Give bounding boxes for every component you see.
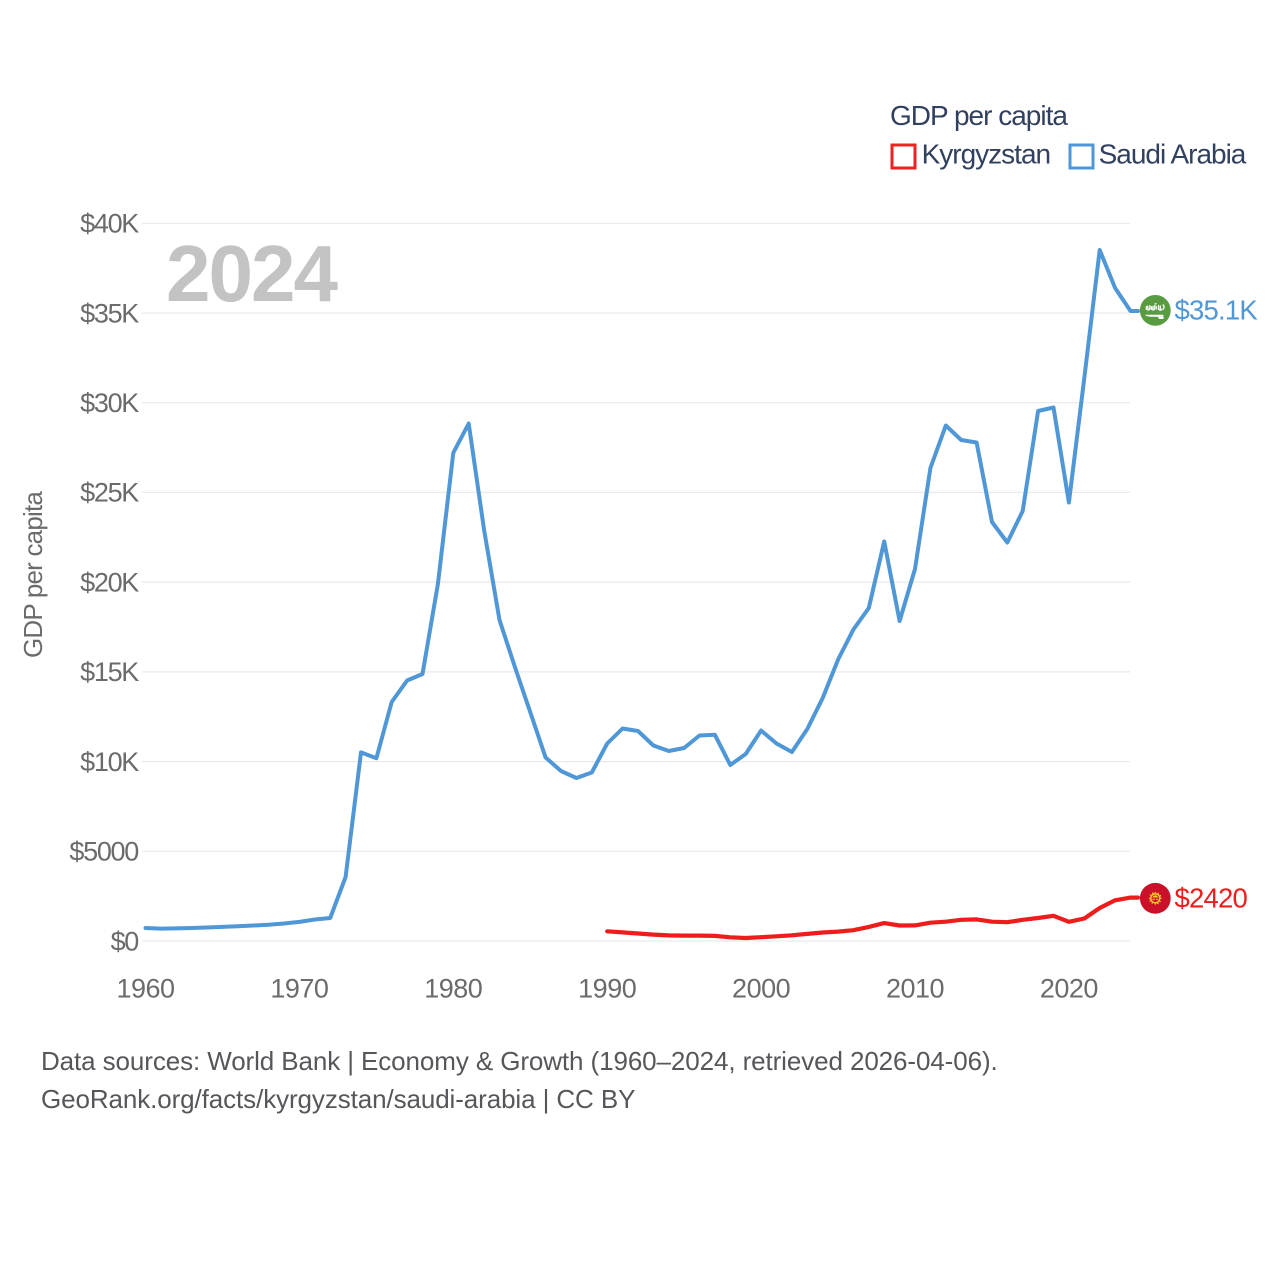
svg-text:$15K: $15K bbox=[80, 657, 139, 687]
svg-text:Kyrgyzstan: Kyrgyzstan bbox=[922, 139, 1051, 170]
svg-text:GDP per capita: GDP per capita bbox=[890, 100, 1068, 131]
svg-text:$20K: $20K bbox=[80, 567, 139, 597]
svg-text:GeoRank.org/facts/kyrgyzstan/s: GeoRank.org/facts/kyrgyzstan/saudi-arabi… bbox=[41, 1084, 635, 1114]
svg-text:$35.1K: $35.1K bbox=[1175, 295, 1259, 326]
svg-text:$40K: $40K bbox=[80, 209, 139, 239]
svg-text:2000: 2000 bbox=[732, 974, 790, 1004]
svg-text:$10K: $10K bbox=[80, 747, 139, 777]
svg-text:1970: 1970 bbox=[270, 974, 328, 1004]
svg-text:$30K: $30K bbox=[80, 388, 139, 418]
svg-text:$5000: $5000 bbox=[69, 837, 138, 867]
svg-text:Data sources: World Bank | Eco: Data sources: World Bank | Economy & Gro… bbox=[41, 1046, 998, 1076]
svg-text:$2420: $2420 bbox=[1175, 883, 1248, 914]
svg-text:$0: $0 bbox=[111, 926, 139, 956]
svg-text:1960: 1960 bbox=[116, 974, 174, 1004]
svg-text:GDP per capita: GDP per capita bbox=[18, 491, 48, 658]
svg-text:$35K: $35K bbox=[80, 298, 139, 328]
svg-text:2024: 2024 bbox=[166, 229, 338, 318]
svg-text:2010: 2010 bbox=[886, 974, 944, 1004]
svg-text:1980: 1980 bbox=[424, 974, 482, 1004]
svg-text:2020: 2020 bbox=[1040, 974, 1098, 1004]
svg-text:$25K: $25K bbox=[80, 478, 139, 508]
svg-text:Saudi Arabia: Saudi Arabia bbox=[1099, 139, 1247, 170]
svg-text:1990: 1990 bbox=[578, 974, 636, 1004]
